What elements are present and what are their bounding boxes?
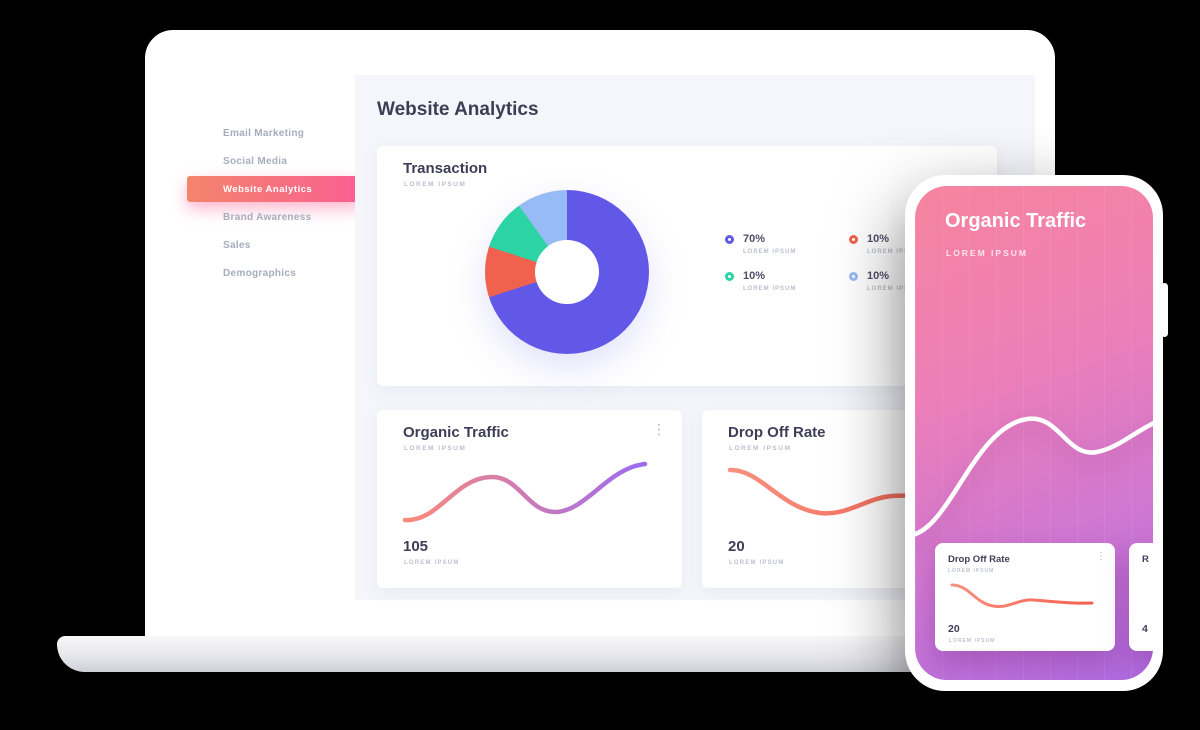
organic-card-subtitle: LOREM IPSUM: [404, 445, 467, 452]
legend-item: 10% LOREM IPSUM: [725, 271, 849, 292]
phone-dropoff-line-chart: [950, 583, 1094, 609]
legend-text: 10% LOREM IPSUM: [743, 270, 797, 293]
donut-legend: 70% LOREM IPSUM 10% LOREM IPSUM: [725, 234, 973, 292]
phone-screen: Organic Traffic LOREM IPSUM Drop Off Rat…: [915, 186, 1153, 680]
organic-traffic-card: Organic Traffic LOREM IPSUM ⋮ 105 LOREM …: [377, 410, 682, 588]
kebab-menu-icon[interactable]: ⋮: [1096, 551, 1106, 562]
dropoff-value-label: LOREM IPSUM: [729, 560, 785, 566]
legend-text: 70% LOREM IPSUM: [743, 233, 797, 256]
donut-chart: [485, 190, 649, 354]
kebab-menu-icon[interactable]: ⋮: [652, 421, 666, 437]
sidebar-nav: Email Marketing Social Media Website Ana…: [175, 75, 362, 287]
transaction-card-subtitle: LOREM IPSUM: [404, 181, 467, 188]
phone-organic-line-chart: [915, 416, 1153, 537]
transaction-card: Transaction LOREM IPSUM 70% LOREM IPSUM: [377, 146, 997, 386]
dropoff-card-title: Drop Off Rate: [728, 424, 826, 441]
legend-label: LOREM IPSUM: [867, 286, 921, 292]
phone-dropoff-value: 20: [948, 623, 960, 635]
sidebar: Email Marketing Social Media Website Ana…: [175, 75, 362, 600]
phone-dropoff-title: Drop Off Rate: [948, 554, 1010, 565]
legend-item: 10% LOREM IPSUM: [849, 271, 973, 292]
legend-percent: 10%: [743, 270, 766, 282]
phone-dropoff-card: Drop Off Rate LOREM IPSUM ⋮ 20 LOREM IPS…: [935, 543, 1115, 651]
sidebar-item-website-analytics[interactable]: Website Analytics: [187, 176, 362, 202]
phone-side-button: [1161, 283, 1168, 337]
legend-label: LOREM IPSUM: [743, 249, 797, 255]
phone-clipped-card: R 4: [1129, 543, 1153, 651]
legend-label: LOREM IPSUM: [867, 249, 921, 255]
phone-page-title: Organic Traffic: [945, 210, 1087, 232]
legend-ring-icon: [725, 272, 734, 281]
organic-line-chart: [402, 461, 648, 523]
legend-text: 10% LOREM IPSUM: [867, 233, 921, 256]
legend-item: 70% LOREM IPSUM: [725, 234, 849, 255]
sidebar-item-sales[interactable]: Sales: [223, 239, 251, 251]
legend-ring-icon: [849, 235, 858, 244]
sidebar-item-email-marketing[interactable]: Email Marketing: [223, 127, 305, 139]
phone-mockup: Organic Traffic LOREM IPSUM Drop Off Rat…: [905, 175, 1168, 691]
phone-dropoff-value-label: LOREM IPSUM: [949, 638, 996, 644]
legend-percent: 70%: [743, 233, 766, 245]
phone-dropoff-subtitle: LOREM IPSUM: [948, 568, 995, 574]
organic-value: 105: [403, 538, 429, 555]
legend-label: LOREM IPSUM: [743, 286, 797, 292]
phone-clipped-value: 4: [1142, 623, 1148, 635]
legend-percent: 10%: [867, 270, 890, 282]
dropoff-value: 20: [728, 538, 745, 555]
legend-text: 10% LOREM IPSUM: [867, 270, 921, 293]
organic-value-label: LOREM IPSUM: [404, 560, 460, 566]
legend-ring-icon: [849, 272, 858, 281]
legend-ring-icon: [725, 235, 734, 244]
sidebar-item-social-media[interactable]: Social Media: [223, 155, 288, 167]
page-title: Website Analytics: [377, 99, 539, 120]
organic-card-title: Organic Traffic: [403, 424, 509, 441]
legend-percent: 10%: [867, 233, 890, 245]
dropoff-card-subtitle: LOREM IPSUM: [729, 445, 792, 452]
phone-page-subtitle: LOREM IPSUM: [946, 248, 1028, 258]
phone-clipped-title: R: [1142, 554, 1149, 565]
transaction-card-title: Transaction: [403, 160, 488, 177]
phone-cards-row: Drop Off Rate LOREM IPSUM ⋮ 20 LOREM IPS…: [935, 543, 1153, 651]
legend-item: 10% LOREM IPSUM: [849, 234, 973, 255]
sidebar-item-demographics[interactable]: Demographics: [223, 267, 297, 279]
sidebar-item-brand-awareness[interactable]: Brand Awareness: [223, 211, 312, 223]
